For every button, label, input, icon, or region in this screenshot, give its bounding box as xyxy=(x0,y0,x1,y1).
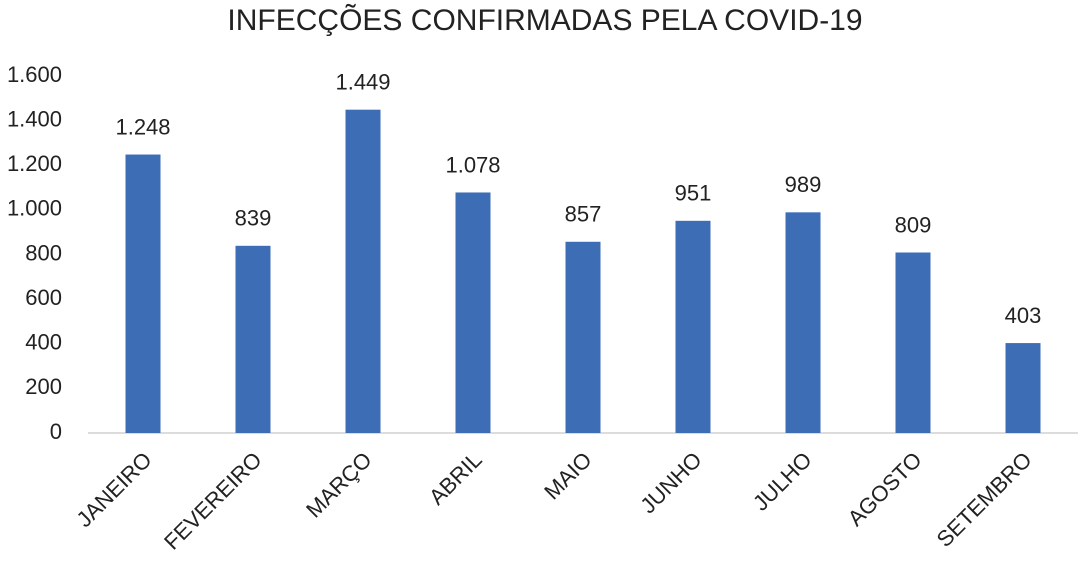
value-label: 1.078 xyxy=(445,152,500,177)
x-tick-label: FEVEREIRO xyxy=(159,447,267,555)
value-label: 403 xyxy=(1005,303,1042,328)
y-tick-label: 200 xyxy=(25,374,62,399)
bar xyxy=(675,220,711,433)
value-label: 809 xyxy=(895,212,932,237)
bar xyxy=(895,252,931,433)
x-tick-label: ABRIL xyxy=(424,447,487,510)
y-tick-label: 400 xyxy=(25,330,62,355)
bar xyxy=(125,154,161,434)
y-tick-label: 1.200 xyxy=(7,151,62,176)
x-tick-label: SETEMBRO xyxy=(932,447,1037,552)
y-tick-label: 1.600 xyxy=(7,62,62,87)
bar xyxy=(235,245,271,433)
value-label: 989 xyxy=(785,172,822,197)
x-tick-label: JANEIRO xyxy=(72,447,157,532)
x-tick-label: MAIO xyxy=(539,447,596,504)
x-tick-label: JULHO xyxy=(748,447,817,516)
value-label: 951 xyxy=(675,181,712,206)
bar xyxy=(455,192,491,433)
bar xyxy=(1005,343,1041,433)
value-label: 1.248 xyxy=(115,114,170,139)
bar xyxy=(345,109,381,434)
bar xyxy=(565,241,601,433)
x-tick-label: MARÇO xyxy=(301,447,377,523)
chart-title: INFECÇÕES CONFIRMADAS PELA COVID-19 xyxy=(227,3,862,37)
value-label: 1.449 xyxy=(335,70,390,95)
y-tick-label: 800 xyxy=(25,240,62,265)
y-tick-label: 1.000 xyxy=(7,196,62,221)
y-tick-label: 1.400 xyxy=(7,106,62,131)
bar xyxy=(785,212,821,433)
y-tick-label: 0 xyxy=(50,419,62,444)
x-tick-label: JUNHO xyxy=(635,447,706,518)
x-tick-label: AGOSTO xyxy=(843,447,927,531)
y-tick-label: 600 xyxy=(25,285,62,310)
value-label: 839 xyxy=(235,206,272,231)
value-label: 857 xyxy=(565,202,602,227)
